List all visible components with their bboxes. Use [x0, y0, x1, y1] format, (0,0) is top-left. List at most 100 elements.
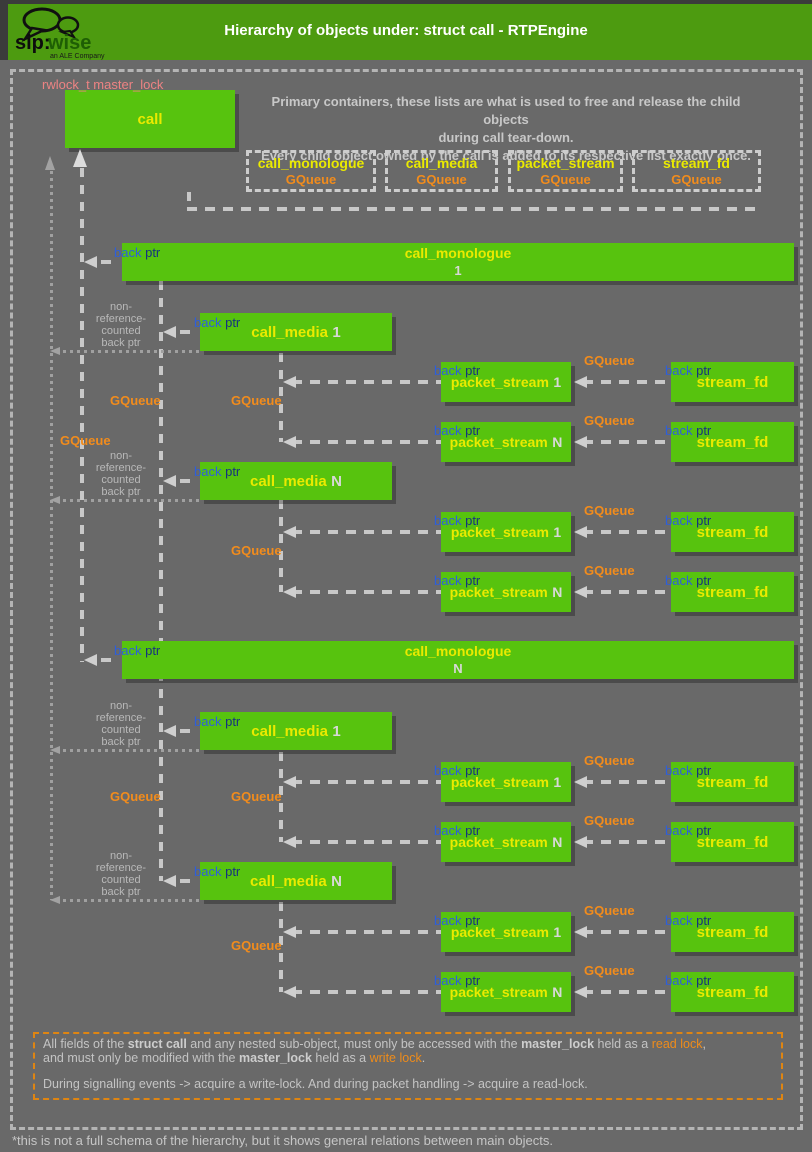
gqueue-label: GQueue [584, 813, 635, 828]
box-title: call_media [249, 472, 327, 490]
legend-line-3: During signalling events -> acquire a wr… [43, 1077, 588, 1091]
containers-connector-line [187, 207, 757, 211]
stream-gqueue-dash [292, 990, 441, 994]
stream-fd-box: stream_fd [671, 912, 794, 952]
gqueue-label: GQueue [110, 393, 161, 408]
box-title: call_monologue [404, 245, 512, 261]
call-box: call [65, 90, 235, 148]
container-name: call_monologue [257, 155, 365, 171]
non-ref-arrow-icon [50, 347, 60, 355]
gqueue-label: GQueue [60, 433, 111, 448]
box-suffix: 1 [332, 323, 341, 341]
container-type: GQueue [416, 172, 467, 187]
stream-fd-box: stream_fd [671, 822, 794, 862]
gqueue-label: GQueue [584, 503, 635, 518]
non-ref-label: non-reference-counted back ptr [95, 850, 147, 898]
legend-line-1: All fields of the struct call and any ne… [43, 1037, 706, 1051]
back-ptr-dash [101, 260, 118, 264]
logo-brand-suffix: wise [47, 32, 91, 54]
box-suffix: 1 [332, 722, 341, 740]
container-stream-fd: stream_fd GQueue [632, 150, 761, 192]
call-media-box: call_media 1 [200, 313, 392, 351]
back-ptr-arrow-icon [163, 326, 176, 338]
box-suffix: 1 [454, 263, 462, 278]
box-title: call_media [251, 323, 328, 341]
non-ref-back-ptr-line [50, 171, 53, 900]
container-type: GQueue [671, 172, 722, 187]
note-line-1: Primary containers, these lists are what… [271, 94, 741, 127]
non-ref-label: non-reference-counted back ptr [95, 450, 147, 498]
sfd-back-ptr-dash [583, 380, 670, 384]
non-ref-dotted-line [56, 749, 200, 752]
back-ptr-dash [180, 479, 197, 483]
gqueue-label: GQueue [231, 789, 282, 804]
box-title: call_monologue [404, 643, 512, 659]
back-ptr-dash [180, 879, 197, 883]
gqueue-arrow-icon [283, 836, 296, 848]
back-ptr-label: back ptr [434, 973, 481, 988]
monologues-gqueue-line [80, 168, 84, 662]
back-ptr-dash [180, 729, 197, 733]
packet-stream-box: packet_stream N [441, 422, 571, 462]
stream-fd-box: stream_fd [671, 972, 794, 1012]
up-arrow-icon [45, 156, 55, 170]
box-suffix: N [331, 872, 342, 890]
stream-fd-box: stream_fd [671, 512, 794, 552]
back-ptr-arrow-icon [163, 875, 176, 887]
back-ptr-arrow-icon [574, 526, 587, 538]
streams-gqueue-line [279, 500, 283, 592]
gqueue-label: GQueue [584, 563, 635, 578]
back-ptr-dash [180, 330, 197, 334]
back-ptr-dash [101, 658, 118, 662]
back-ptr-arrow-icon [574, 776, 587, 788]
packet-stream-box: packet_stream 1 [441, 362, 571, 402]
master-lock-label: rwlock_t master_lock [42, 77, 164, 92]
streams-gqueue-line [279, 902, 283, 992]
back-ptr-label: back ptr [665, 423, 712, 438]
note-line-3: Every child object owned by the call is … [261, 148, 751, 163]
sfd-back-ptr-dash [583, 840, 670, 844]
call-media-box: call_media N [200, 862, 392, 900]
sfd-back-ptr-dash [583, 930, 670, 934]
non-ref-arrow-icon [50, 746, 60, 754]
box-title: call_media [251, 722, 328, 740]
back-ptr-label: back ptr [665, 513, 712, 528]
back-ptr-label: back ptr [114, 643, 161, 658]
outer-dashed-frame [10, 69, 803, 1130]
gqueue-arrow-icon [283, 526, 296, 538]
back-ptr-arrow-icon [163, 475, 176, 487]
stream-gqueue-dash [292, 440, 441, 444]
footnote: *this is not a full schema of the hierar… [12, 1133, 553, 1148]
gqueue-label: GQueue [584, 413, 635, 428]
sfd-back-ptr-dash [583, 590, 670, 594]
call-media-box: call_media N [200, 462, 392, 500]
header-bar: sip: wise an ALE Company Hierarchy of ob… [0, 0, 812, 60]
gqueue-arrow-icon [283, 776, 296, 788]
back-ptr-arrow-icon [574, 376, 587, 388]
container-call-monologue: call_monologue GQueue [246, 150, 376, 192]
note-line-2: during call tear-down. [438, 130, 574, 145]
sfd-back-ptr-dash [583, 530, 670, 534]
non-ref-arrow-icon [50, 896, 60, 904]
back-ptr-arrow-icon [574, 986, 587, 998]
back-ptr-label: back ptr [114, 245, 161, 260]
stream-fd-box: stream_fd [671, 762, 794, 802]
back-ptr-label: back ptr [194, 864, 241, 879]
sfd-back-ptr-dash [583, 780, 670, 784]
gqueue-arrow-icon [283, 926, 296, 938]
logo-brand-prefix: sip: [15, 32, 51, 54]
stream-fd-box: stream_fd [671, 572, 794, 612]
gqueue-label: GQueue [231, 393, 282, 408]
back-ptr-label: back ptr [194, 315, 241, 330]
back-ptr-label: back ptr [434, 763, 481, 778]
gqueue-label: GQueue [584, 903, 635, 918]
legend-box: All fields of the struct call and any ne… [33, 1032, 783, 1100]
back-ptr-label: back ptr [665, 823, 712, 838]
container-name: stream_fd [663, 155, 730, 171]
non-ref-arrow-icon [50, 496, 60, 504]
gqueue-label: GQueue [584, 753, 635, 768]
back-ptr-label: back ptr [665, 573, 712, 588]
page-title: Hierarchy of objects under: struct call … [224, 22, 588, 39]
back-ptr-arrow-icon [574, 436, 587, 448]
container-name: packet_stream [516, 155, 615, 171]
